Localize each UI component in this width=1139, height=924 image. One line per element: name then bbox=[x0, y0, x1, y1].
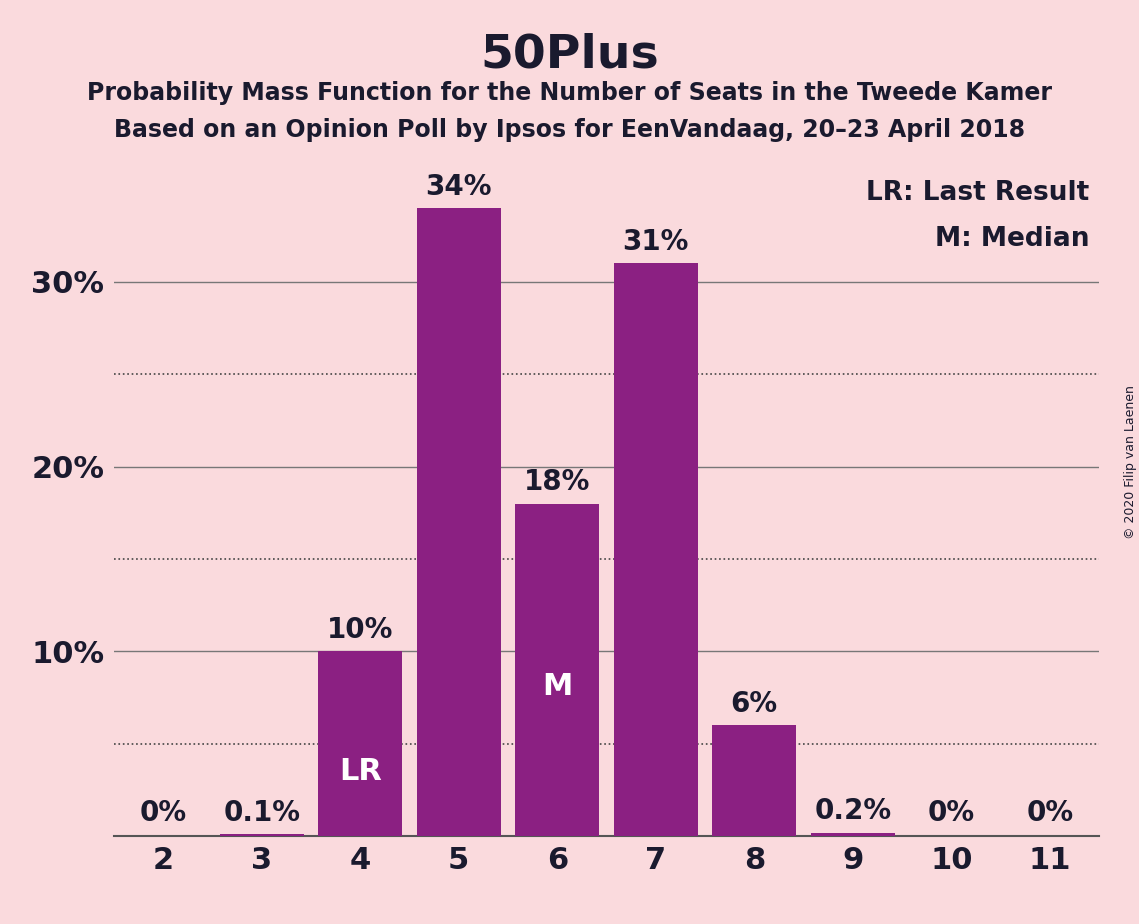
Text: © 2020 Filip van Laenen: © 2020 Filip van Laenen bbox=[1124, 385, 1137, 539]
Text: Based on an Opinion Poll by Ipsos for EenVandaag, 20–23 April 2018: Based on an Opinion Poll by Ipsos for Ee… bbox=[114, 118, 1025, 142]
Text: 0.2%: 0.2% bbox=[814, 797, 892, 825]
Text: Probability Mass Function for the Number of Seats in the Tweede Kamer: Probability Mass Function for the Number… bbox=[87, 81, 1052, 105]
Bar bbox=[712, 725, 796, 836]
Bar bbox=[614, 263, 698, 836]
Text: M: Median: M: Median bbox=[935, 226, 1089, 252]
Text: 0%: 0% bbox=[140, 799, 187, 827]
Text: 0.1%: 0.1% bbox=[223, 799, 301, 827]
Bar bbox=[318, 651, 402, 836]
Text: 31%: 31% bbox=[623, 228, 689, 256]
Text: 18%: 18% bbox=[524, 468, 590, 496]
Text: LR: LR bbox=[338, 757, 382, 786]
Text: 10%: 10% bbox=[327, 616, 393, 644]
Text: M: M bbox=[542, 672, 573, 701]
Bar bbox=[811, 833, 895, 836]
Bar bbox=[515, 504, 599, 836]
Text: 34%: 34% bbox=[426, 173, 492, 201]
Text: 0%: 0% bbox=[1026, 799, 1073, 827]
Bar bbox=[220, 834, 304, 836]
Text: 0%: 0% bbox=[928, 799, 975, 827]
Text: 50Plus: 50Plus bbox=[481, 32, 658, 78]
Text: 6%: 6% bbox=[731, 690, 778, 718]
Text: LR: Last Result: LR: Last Result bbox=[866, 180, 1089, 206]
Bar bbox=[417, 208, 501, 836]
